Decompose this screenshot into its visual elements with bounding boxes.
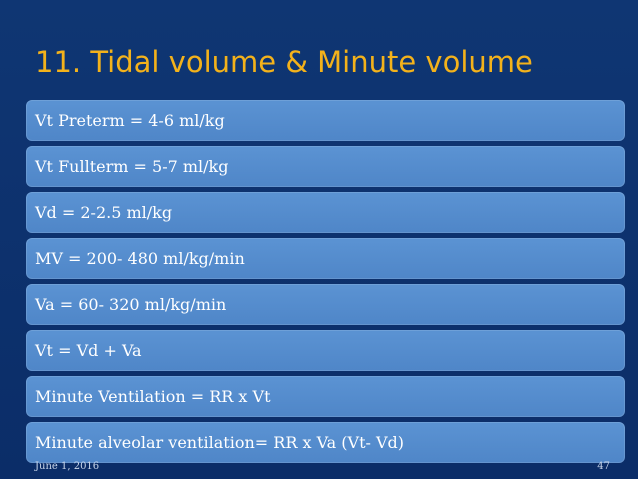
slide-title: 11. Tidal volume & Minute volume (35, 45, 533, 79)
list-item: Vd = 2-2.5 ml/kg (26, 192, 625, 233)
list-item: Minute Ventilation = RR x Vt (26, 376, 625, 417)
content-list: Vt Preterm = 4-6 ml/kg Vt Fullterm = 5-7… (26, 100, 625, 463)
list-item: Vt Fullterm = 5-7 ml/kg (26, 146, 625, 187)
list-item: Vt = Vd + Va (26, 330, 625, 371)
list-item: Minute alveolar ventilation= RR x Va (Vt… (26, 422, 625, 463)
page-number: 47 (597, 461, 610, 472)
list-item: Va = 60- 320 ml/kg/min (26, 284, 625, 325)
list-item: Vt Preterm = 4-6 ml/kg (26, 100, 625, 141)
list-item: MV = 200- 480 ml/kg/min (26, 238, 625, 279)
footer-date: June 1, 2016 (35, 461, 100, 472)
